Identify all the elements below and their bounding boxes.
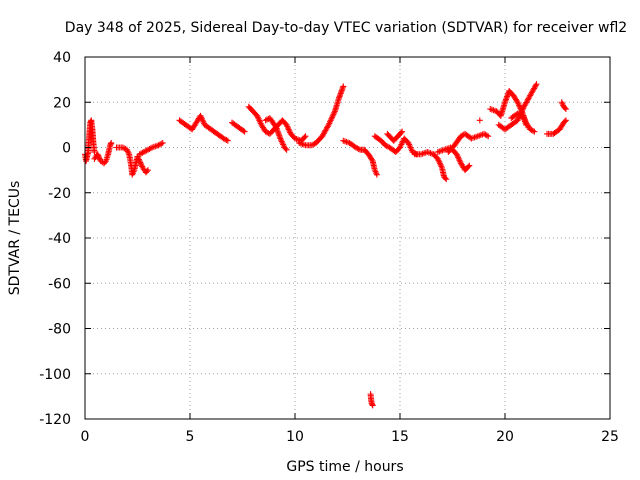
data-point	[340, 83, 347, 90]
ticks-layer: 0 5 10 15 20 25 40 20 0 -20 -40 -60 -80 -100 -120	[39, 50, 619, 445]
data-point	[158, 140, 165, 147]
data-point	[125, 149, 132, 156]
y-tick-label: -100	[39, 367, 71, 383]
data-point	[137, 159, 144, 166]
data-point	[533, 81, 540, 88]
y-tick-label: -60	[48, 276, 71, 292]
y-tick-label: -20	[48, 186, 71, 202]
y-tick-label: 40	[53, 50, 71, 66]
data-point	[532, 82, 539, 89]
x-tick-label: 10	[286, 429, 304, 445]
data-point	[562, 117, 569, 124]
data-point	[283, 146, 290, 153]
data-point	[523, 121, 529, 128]
data-point	[483, 132, 490, 139]
data-point	[398, 129, 405, 136]
data-point	[442, 175, 449, 182]
x-tick-label: 15	[391, 429, 409, 445]
data-point	[143, 168, 150, 175]
data-point	[531, 128, 538, 135]
data-point	[485, 133, 492, 140]
data-point	[95, 154, 102, 161]
data-point	[561, 104, 568, 111]
x-tick-label: 20	[496, 429, 514, 445]
y-tick-label: 20	[53, 95, 71, 111]
data-point	[368, 156, 375, 163]
x-axis-label: GPS time / hours	[286, 459, 403, 475]
x-tick-label: 5	[186, 429, 195, 445]
data-point	[95, 152, 102, 159]
data-point	[466, 162, 473, 169]
data-point	[372, 168, 379, 175]
y-tick-label: -40	[48, 231, 71, 247]
data-point	[530, 127, 536, 134]
data-point	[241, 128, 248, 135]
data-point	[562, 106, 569, 113]
data-point	[145, 167, 151, 174]
data-point	[399, 128, 406, 135]
x-tick-label: 25	[601, 429, 619, 445]
data-point	[96, 155, 103, 162]
marks-layer	[82, 81, 569, 409]
data-point	[137, 160, 144, 167]
data-point	[476, 117, 483, 124]
data-point	[138, 162, 145, 169]
data-point	[94, 151, 101, 158]
data-point	[223, 136, 230, 143]
y-tick-label: -120	[39, 412, 71, 428]
data-point	[159, 139, 166, 146]
data-point	[301, 134, 308, 141]
data-point	[147, 145, 154, 152]
data-point	[561, 118, 568, 125]
data-point	[91, 149, 98, 156]
data-point	[369, 402, 376, 409]
data-point	[373, 171, 380, 178]
data-point	[482, 131, 489, 138]
x-tick-label: 0	[81, 429, 90, 445]
plot-frame	[84, 56, 611, 420]
grid-layer	[85, 57, 610, 419]
y-tick-label: -80	[48, 322, 71, 338]
data-point	[224, 137, 231, 144]
data-point	[108, 139, 115, 146]
data-point	[272, 122, 279, 129]
data-point	[240, 127, 247, 134]
data-point	[443, 176, 450, 183]
y-axis-label: SDTVAR / TECUs	[7, 181, 23, 296]
data-point	[136, 158, 143, 165]
data-point	[282, 145, 289, 152]
data-point	[121, 145, 128, 152]
y-tick-label: 0	[62, 141, 71, 157]
chart-title: Day 348 of 2025, Sidereal Day-to-day VTE…	[65, 20, 627, 36]
data-point	[355, 146, 362, 153]
data-point	[302, 133, 309, 140]
data-point	[465, 163, 472, 170]
